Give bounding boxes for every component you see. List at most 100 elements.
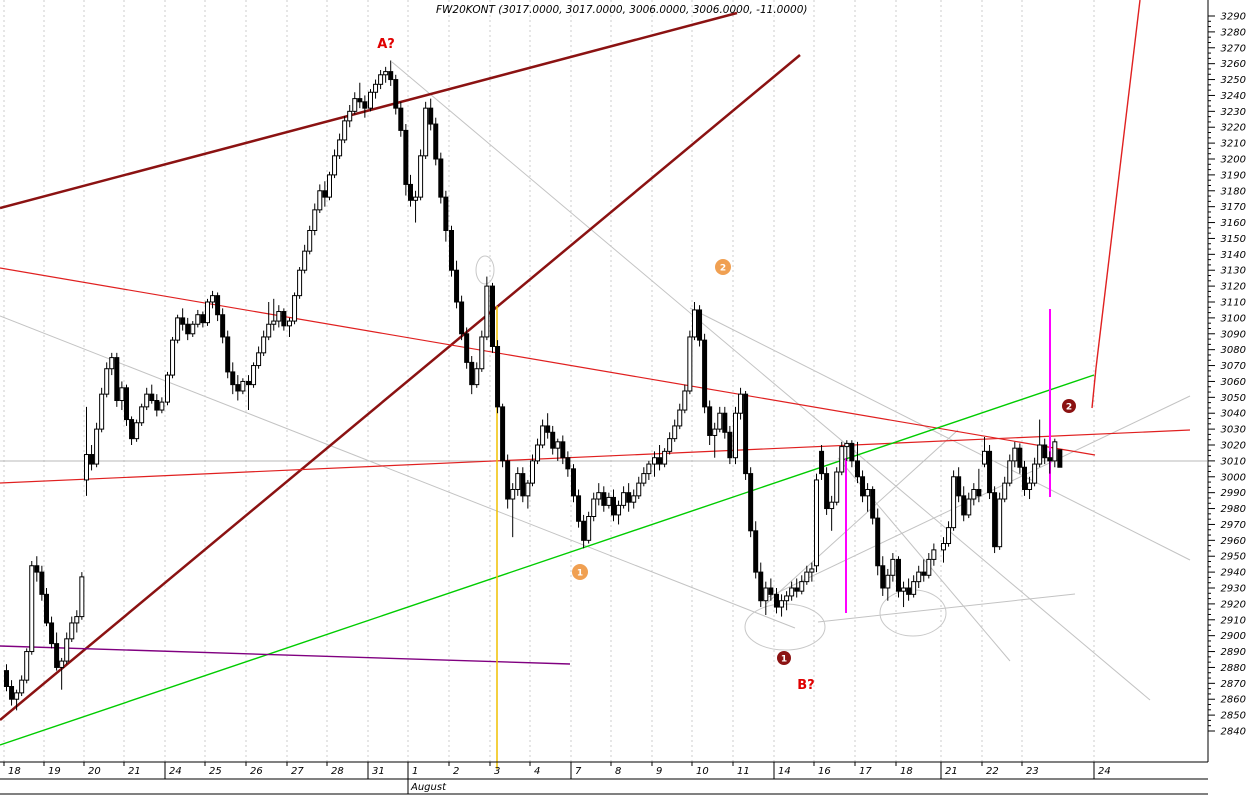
candle-body — [748, 473, 754, 532]
candle-body — [307, 230, 313, 252]
candle-body — [89, 454, 95, 465]
candle-body — [352, 98, 358, 112]
date-tick-label: 28 — [331, 766, 344, 777]
candle-body — [667, 438, 673, 452]
price-tick-label: 3070 — [1221, 361, 1246, 372]
candle-body — [616, 504, 622, 516]
maroon-trend-up-top — [0, 11, 738, 210]
date-tick-label: 7 — [575, 766, 582, 777]
candle-body — [357, 98, 363, 103]
candle-body — [860, 476, 866, 497]
price-tick-label: 2960 — [1221, 536, 1246, 547]
candle-body — [1002, 482, 1008, 500]
candle-body — [702, 339, 708, 408]
candle-body — [916, 571, 922, 583]
candle-body — [525, 482, 531, 497]
candle-body — [266, 323, 272, 338]
candle-body — [144, 393, 150, 408]
price-tick-label: 3120 — [1221, 282, 1246, 293]
date-tick-label: 21 — [128, 766, 141, 777]
candle-body — [230, 371, 236, 386]
wave-b-label: B? — [797, 678, 814, 693]
date-tick-label: 19 — [48, 766, 61, 777]
trendlines — [0, 0, 1191, 746]
candle-body — [69, 622, 75, 640]
candle-body — [474, 368, 480, 386]
candle-body — [560, 441, 566, 459]
candlesticks — [4, 60, 1063, 711]
gray-channel-2 — [391, 61, 1151, 701]
date-tick-label: 22 — [986, 766, 999, 777]
price-tick-label: 3010 — [1221, 456, 1246, 467]
candle-body — [799, 581, 805, 592]
ellipse-bottom-1 — [744, 603, 826, 651]
price-tick-label: 3030 — [1221, 425, 1246, 436]
candle-body — [626, 492, 632, 503]
price-tick-label: 3220 — [1221, 123, 1246, 134]
candle-body — [839, 446, 845, 473]
candle-body — [550, 431, 556, 449]
orange-badge-2 — [715, 259, 731, 275]
candle-body — [240, 380, 246, 392]
candle-body — [834, 471, 840, 503]
price-tick-label: 3280 — [1221, 27, 1246, 38]
candle-body — [99, 393, 105, 430]
candle-body — [443, 196, 449, 231]
date-tick-label: 21 — [945, 766, 958, 777]
candle-body — [74, 616, 80, 624]
candle-body — [114, 357, 120, 402]
maroon-badge-1 — [777, 651, 791, 665]
candle-body — [677, 409, 683, 427]
candle-body — [276, 311, 282, 322]
candle-body — [601, 492, 607, 506]
candle-body — [530, 460, 535, 484]
candle-body — [287, 320, 292, 327]
date-tick-label: 9 — [656, 766, 662, 777]
candle-body — [428, 107, 434, 125]
price-tick-label: 2850 — [1221, 711, 1246, 722]
candle-body — [159, 401, 165, 411]
candle-body — [423, 107, 429, 157]
orange-badge-1 — [572, 564, 588, 580]
candle-body — [220, 314, 226, 338]
price-tick-label: 3260 — [1221, 59, 1246, 70]
candle-body — [464, 333, 470, 363]
candle-body — [210, 295, 216, 303]
candle-body — [662, 450, 668, 465]
candle-body — [870, 488, 876, 519]
candle-body — [865, 488, 871, 497]
date-tick-label: 4 — [534, 766, 540, 777]
price-tick-label: 3170 — [1221, 202, 1246, 213]
candle-body — [784, 595, 790, 602]
candle-body — [215, 295, 221, 316]
candle-body — [383, 71, 389, 76]
date-tick-label: 2 — [453, 766, 459, 777]
candle-body — [302, 250, 308, 271]
date-tick-label: 27 — [291, 766, 304, 777]
green-trend — [0, 374, 1095, 746]
candle-body — [738, 393, 744, 414]
candle-body — [997, 498, 1003, 548]
date-tick-label: 10 — [696, 766, 709, 777]
chart-title: FW20KONT (3017.0000, 3017.0000, 3006.000… — [436, 4, 807, 16]
candle-body — [454, 269, 460, 303]
date-tick-label: 20 — [88, 766, 101, 777]
candle-body — [271, 320, 277, 325]
candle-body — [586, 516, 592, 541]
candle-body — [849, 442, 855, 462]
price-tick-label: 3060 — [1221, 377, 1246, 388]
candle-body — [992, 492, 998, 548]
candle-body — [657, 457, 663, 465]
candle-body — [322, 190, 328, 198]
candle-body — [29, 565, 35, 653]
candle-body — [337, 139, 343, 157]
date-tick-label: 8 — [615, 766, 621, 777]
pattern-ellipses — [475, 255, 947, 651]
date-tick-label: 3 — [494, 766, 500, 777]
red-projection-a — [1091, 367, 1097, 409]
candle-body — [520, 473, 526, 497]
candle-body — [824, 473, 830, 510]
candle-body — [885, 574, 891, 589]
candle-body — [687, 336, 693, 392]
